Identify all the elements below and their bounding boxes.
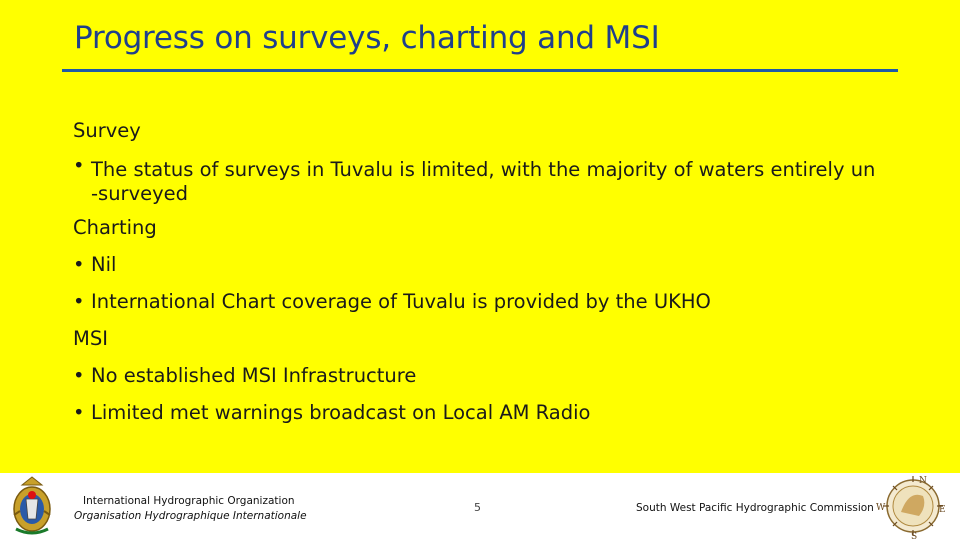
bullet-dot: •	[73, 253, 85, 276]
compass-west-label: W	[876, 503, 886, 513]
bullet-msi-radio: • Limited met warnings broadcast on Loca…	[73, 399, 893, 436]
footer-commission: South West Pacific Hydrographic Commissi…	[636, 502, 874, 514]
bullet-dot: •	[73, 364, 85, 387]
compass-east-label: E	[939, 505, 946, 515]
title-underline	[62, 69, 898, 72]
footer-org-french: Organisation Hydrographique Internationa…	[74, 510, 307, 522]
bullet-text-continued: -surveyed	[91, 182, 189, 205]
page-number: 5	[474, 501, 481, 514]
slide-body: Progress on surveys, charting and MSI Su…	[0, 0, 960, 473]
iho-emblem-icon	[10, 475, 54, 537]
section-heading-msi: MSI	[73, 327, 108, 350]
footer-org-english: International Hydrographic Organization	[83, 495, 295, 507]
section-heading-survey: Survey	[73, 119, 141, 142]
bullet-dot: •	[73, 290, 85, 313]
bullet-charting-coverage: • International Chart coverage of Tuvalu…	[73, 288, 893, 325]
bullet-text: Limited met warnings broadcast on Local …	[91, 401, 591, 424]
compass-north-label: N	[919, 476, 927, 486]
bullet-survey-status: • The status of surveys in Tuvalu is lim…	[73, 154, 893, 214]
slide-title: Progress on surveys, charting and MSI	[74, 20, 660, 56]
section-heading-charting: Charting	[73, 216, 157, 239]
bullet-dot: •	[73, 154, 85, 177]
bullet-dot: •	[73, 401, 85, 424]
slide-content: Survey • The status of surveys in Tuvalu…	[73, 117, 893, 436]
swphc-compass-emblem-icon: N S W E	[875, 472, 951, 542]
bullet-text: Nil	[91, 253, 117, 276]
compass-south-label: S	[911, 532, 917, 540]
bullet-charting-nil: • Nil	[73, 251, 893, 288]
bullet-text: No established MSI Infrastructure	[91, 364, 417, 387]
bullet-msi-infrastructure: • No established MSI Infrastructure	[73, 362, 893, 399]
bullet-text: International Chart coverage of Tuvalu i…	[91, 290, 711, 313]
bullet-text: The status of surveys in Tuvalu is limit…	[91, 158, 876, 181]
